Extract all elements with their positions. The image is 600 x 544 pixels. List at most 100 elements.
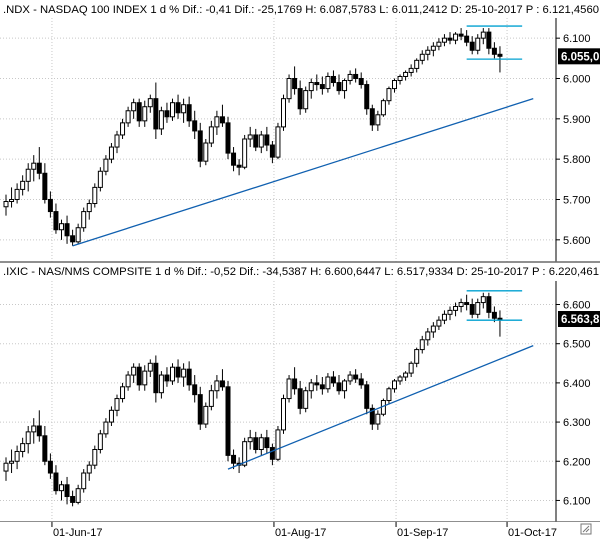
candle[interactable] <box>275 122 281 160</box>
candle[interactable] <box>436 38 442 51</box>
candle[interactable] <box>458 298 464 313</box>
candle[interactable] <box>275 425 281 462</box>
candle[interactable] <box>281 94 286 131</box>
candle[interactable] <box>308 78 314 99</box>
candle[interactable] <box>9 187 15 208</box>
candle[interactable] <box>369 104 375 131</box>
candle[interactable] <box>342 78 348 99</box>
candle[interactable] <box>142 100 148 127</box>
candle[interactable] <box>64 476 70 505</box>
candle[interactable] <box>158 106 164 135</box>
candle[interactable] <box>136 98 142 127</box>
candle[interactable] <box>319 377 325 395</box>
candle[interactable] <box>125 371 131 391</box>
candle[interactable] <box>3 194 9 216</box>
candle[interactable] <box>164 102 170 123</box>
candle[interactable] <box>264 429 270 454</box>
candle[interactable] <box>380 98 386 117</box>
candle[interactable] <box>14 445 20 470</box>
candle[interactable] <box>269 141 275 164</box>
candle[interactable] <box>3 457 9 481</box>
candle[interactable] <box>453 32 459 45</box>
candle[interactable] <box>253 128 259 152</box>
trendline[interactable] <box>227 345 534 470</box>
candle[interactable] <box>392 378 397 393</box>
candle[interactable] <box>308 378 314 399</box>
candle[interactable] <box>153 82 159 139</box>
candle[interactable] <box>386 86 392 105</box>
candle[interactable] <box>281 394 286 434</box>
candle[interactable] <box>208 384 214 411</box>
candle[interactable] <box>325 72 331 93</box>
candle[interactable] <box>136 363 142 391</box>
candle[interactable] <box>480 28 486 45</box>
candle[interactable] <box>59 480 64 501</box>
candle[interactable] <box>491 42 497 59</box>
candle[interactable] <box>20 175 26 196</box>
candle[interactable] <box>414 58 420 73</box>
candle[interactable] <box>430 42 436 57</box>
candle[interactable] <box>469 36 475 55</box>
candle[interactable] <box>447 32 453 45</box>
candle[interactable] <box>236 159 242 176</box>
candle[interactable] <box>131 363 137 383</box>
candle[interactable] <box>225 380 231 462</box>
candle[interactable] <box>186 96 192 127</box>
candle[interactable] <box>475 34 481 55</box>
candle[interactable] <box>142 365 148 391</box>
candle[interactable] <box>347 371 353 385</box>
candle[interactable] <box>186 361 192 391</box>
candle[interactable] <box>292 66 298 95</box>
candle[interactable] <box>441 34 447 47</box>
candle[interactable] <box>125 106 131 127</box>
candle[interactable] <box>430 322 436 338</box>
candle[interactable] <box>219 369 225 391</box>
candle[interactable] <box>469 298 475 319</box>
candle[interactable] <box>153 355 159 403</box>
candle[interactable] <box>292 367 298 395</box>
candle[interactable] <box>425 46 431 61</box>
candle[interactable] <box>441 310 447 325</box>
candle[interactable] <box>214 375 220 399</box>
candle[interactable] <box>247 429 253 450</box>
candle[interactable] <box>225 116 231 160</box>
candle[interactable] <box>147 359 153 378</box>
candle[interactable] <box>192 375 198 403</box>
candle[interactable] <box>53 203 59 234</box>
candle[interactable] <box>9 449 15 474</box>
candle[interactable] <box>264 126 270 152</box>
candle[interactable] <box>336 375 342 395</box>
candle[interactable] <box>47 191 53 218</box>
candle[interactable] <box>47 453 53 479</box>
candle[interactable] <box>36 410 42 442</box>
candle[interactable] <box>31 155 37 182</box>
candle[interactable] <box>419 50 425 65</box>
candle[interactable] <box>219 104 225 127</box>
candle[interactable] <box>258 130 264 154</box>
candle[interactable] <box>86 461 92 481</box>
candle[interactable] <box>208 120 214 148</box>
candle[interactable] <box>353 68 359 83</box>
candle[interactable] <box>81 207 87 232</box>
candle[interactable] <box>491 306 497 323</box>
candle[interactable] <box>486 28 492 55</box>
candle[interactable] <box>192 110 198 139</box>
candle[interactable] <box>325 373 331 393</box>
candle[interactable] <box>386 386 392 405</box>
candle[interactable] <box>330 70 336 87</box>
chart-panel-ndx[interactable]: .NDX - NASDAQ 100 INDEX 1 d % Dif.: -0,4… <box>0 4 600 263</box>
candle[interactable] <box>170 98 175 121</box>
candle[interactable] <box>197 386 203 430</box>
candle[interactable] <box>114 394 120 417</box>
candle[interactable] <box>42 163 48 204</box>
candle[interactable] <box>286 375 292 403</box>
candle[interactable] <box>286 74 292 103</box>
candle[interactable] <box>36 147 42 180</box>
candle[interactable] <box>375 410 381 430</box>
candle[interactable] <box>353 369 359 383</box>
candle[interactable] <box>364 80 370 115</box>
candle[interactable] <box>314 74 320 91</box>
candle[interactable] <box>314 375 320 391</box>
candle[interactable] <box>480 292 486 309</box>
candle[interactable] <box>164 367 170 387</box>
